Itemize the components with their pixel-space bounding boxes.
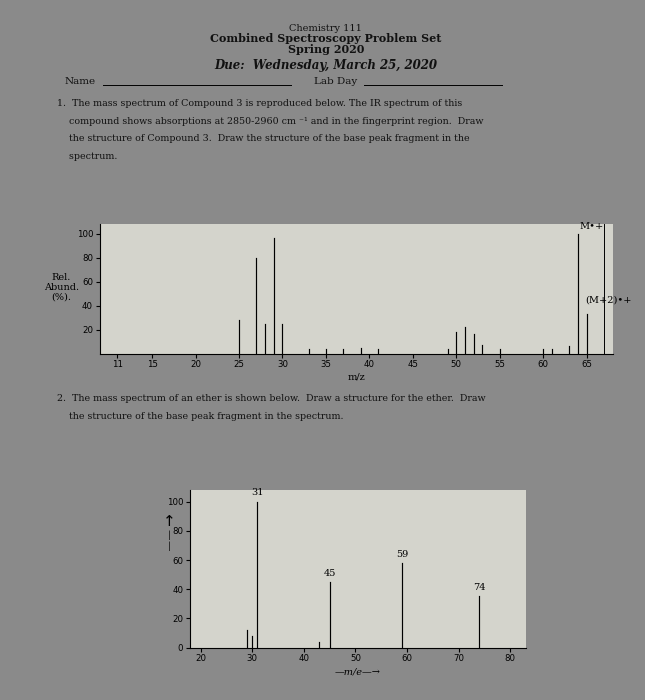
Text: Combined Spectroscopy Problem Set: Combined Spectroscopy Problem Set [210,33,441,44]
Text: the structure of Compound 3.  Draw the structure of the base peak fragment in th: the structure of Compound 3. Draw the st… [57,134,470,144]
Text: M•+: M•+ [580,222,604,231]
Text: Name: Name [64,77,95,86]
Text: 2.  The mass spectrum of an ether is shown below.  Draw a structure for the ethe: 2. The mass spectrum of an ether is show… [57,394,486,403]
Text: ↑: ↑ [163,514,176,529]
X-axis label: —m/e—→: —m/e—→ [335,668,381,677]
Text: (%).: (%). [51,293,72,301]
Text: 59: 59 [396,550,408,559]
X-axis label: m/z: m/z [348,372,365,382]
Text: 1.  The mass spectrum of Compound 3 is reproduced below. The IR spectrum of this: 1. The mass spectrum of Compound 3 is re… [57,99,462,108]
Text: │: │ [167,541,172,551]
Text: Spring 2020: Spring 2020 [288,44,364,55]
Text: compound shows absorptions at 2850-2960 cm ⁻¹ and in the fingerprint region.  Dr: compound shows absorptions at 2850-2960 … [57,116,483,125]
Text: 45: 45 [323,568,336,578]
Text: 31: 31 [251,489,264,497]
Text: Abund.: Abund. [44,283,79,291]
Text: 74: 74 [473,583,486,592]
Text: Chemistry 111: Chemistry 111 [290,24,362,32]
Text: the structure of the base peak fragment in the spectrum.: the structure of the base peak fragment … [57,412,343,421]
Text: (M+2)•+: (M+2)•+ [585,295,631,304]
Text: Due:  Wednesday, March 25, 2020: Due: Wednesday, March 25, 2020 [214,59,437,72]
Text: Rel.: Rel. [52,273,71,281]
Text: spectrum.: spectrum. [57,152,117,161]
Text: Lab Day: Lab Day [314,77,357,86]
Text: │: │ [167,531,172,540]
